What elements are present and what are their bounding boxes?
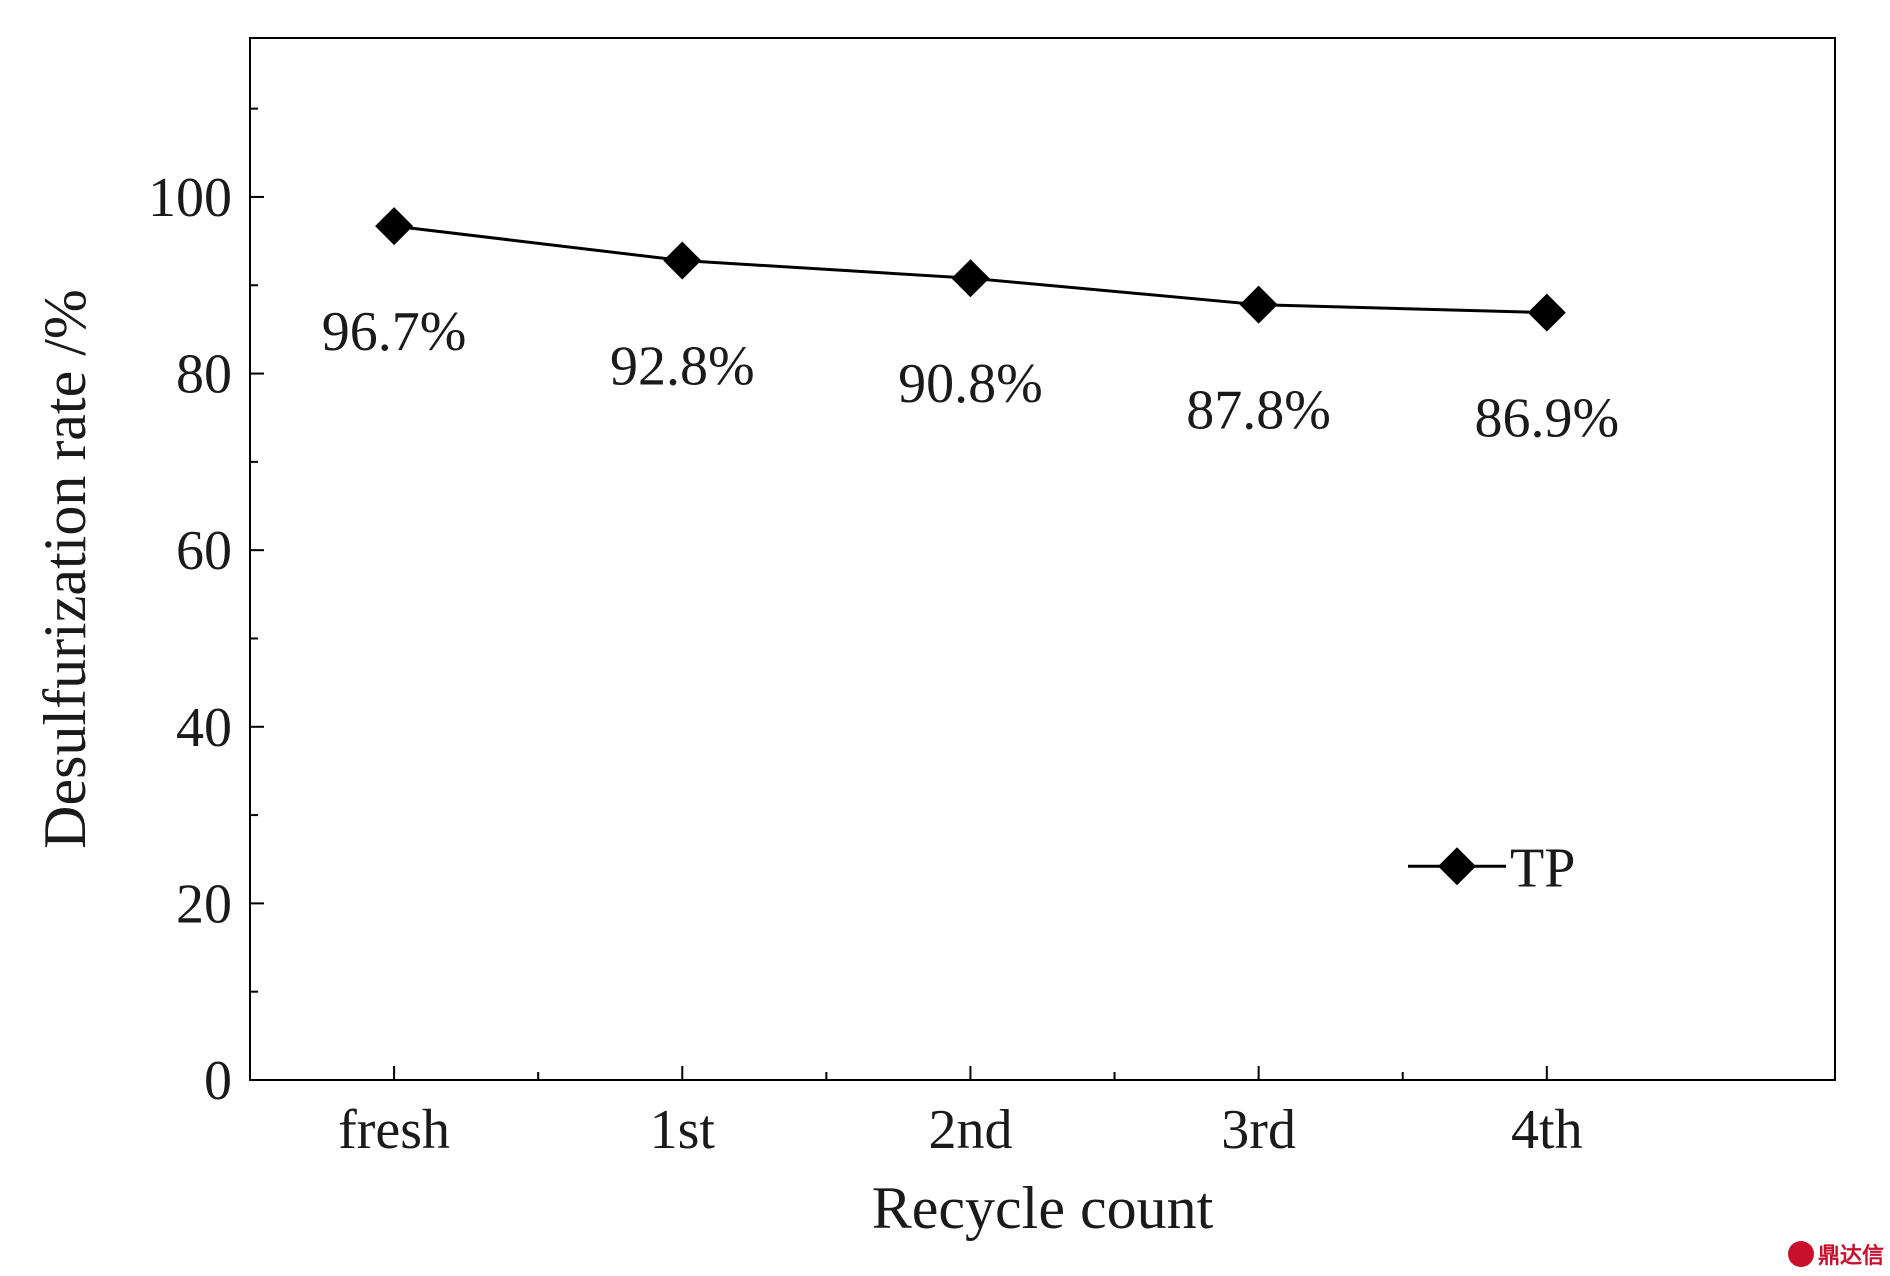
x-tick-label: fresh (338, 1099, 450, 1161)
data-label: 90.8% (898, 353, 1043, 415)
data-point-marker (375, 207, 414, 246)
y-tick-label: 40 (176, 697, 232, 759)
x-axis: fresh 1st 2nd 3rd 4th (338, 1066, 1583, 1161)
x-tick-label: 4th (1511, 1099, 1583, 1161)
data-point-marker (951, 259, 990, 298)
legend-label: TP (1510, 837, 1575, 899)
data-label: 96.7% (322, 301, 467, 363)
y-tick-label: 100 (148, 167, 232, 229)
x-axis-title: Recycle count (872, 1175, 1214, 1241)
watermark-logo-icon (1787, 1241, 1814, 1267)
y-axis: 0 20 40 60 80 100 (148, 107, 264, 1112)
y-axis-title: Desulfurization rate /% (32, 289, 98, 849)
legend: TP (1408, 837, 1575, 899)
plot-frame (249, 37, 1836, 1081)
data-label: 86.9% (1474, 388, 1619, 450)
data-point-marker (1239, 285, 1278, 324)
data-point-marker (663, 241, 702, 280)
x-tick-label: 3rd (1221, 1099, 1296, 1161)
data-label: 92.8% (610, 336, 755, 398)
y-tick-label: 60 (176, 520, 232, 582)
x-tick-label: 2nd (928, 1099, 1012, 1161)
watermark: 鼎达信 (1787, 1238, 1884, 1270)
data-label: 87.8% (1186, 380, 1331, 442)
watermark-text: 鼎达信 (1817, 1244, 1884, 1269)
plot-area-border (249, 37, 1836, 1081)
legend-marker (1438, 847, 1476, 886)
y-tick-label: 20 (176, 873, 232, 935)
x-tick-label: 1st (650, 1099, 716, 1161)
data-point-marker (1527, 293, 1566, 332)
series-layer: 96.7% 92.8% 90.8% 87.8% 86.9% (322, 207, 1619, 450)
y-tick-label: 80 (176, 344, 232, 406)
y-tick-label: 0 (204, 1050, 232, 1112)
